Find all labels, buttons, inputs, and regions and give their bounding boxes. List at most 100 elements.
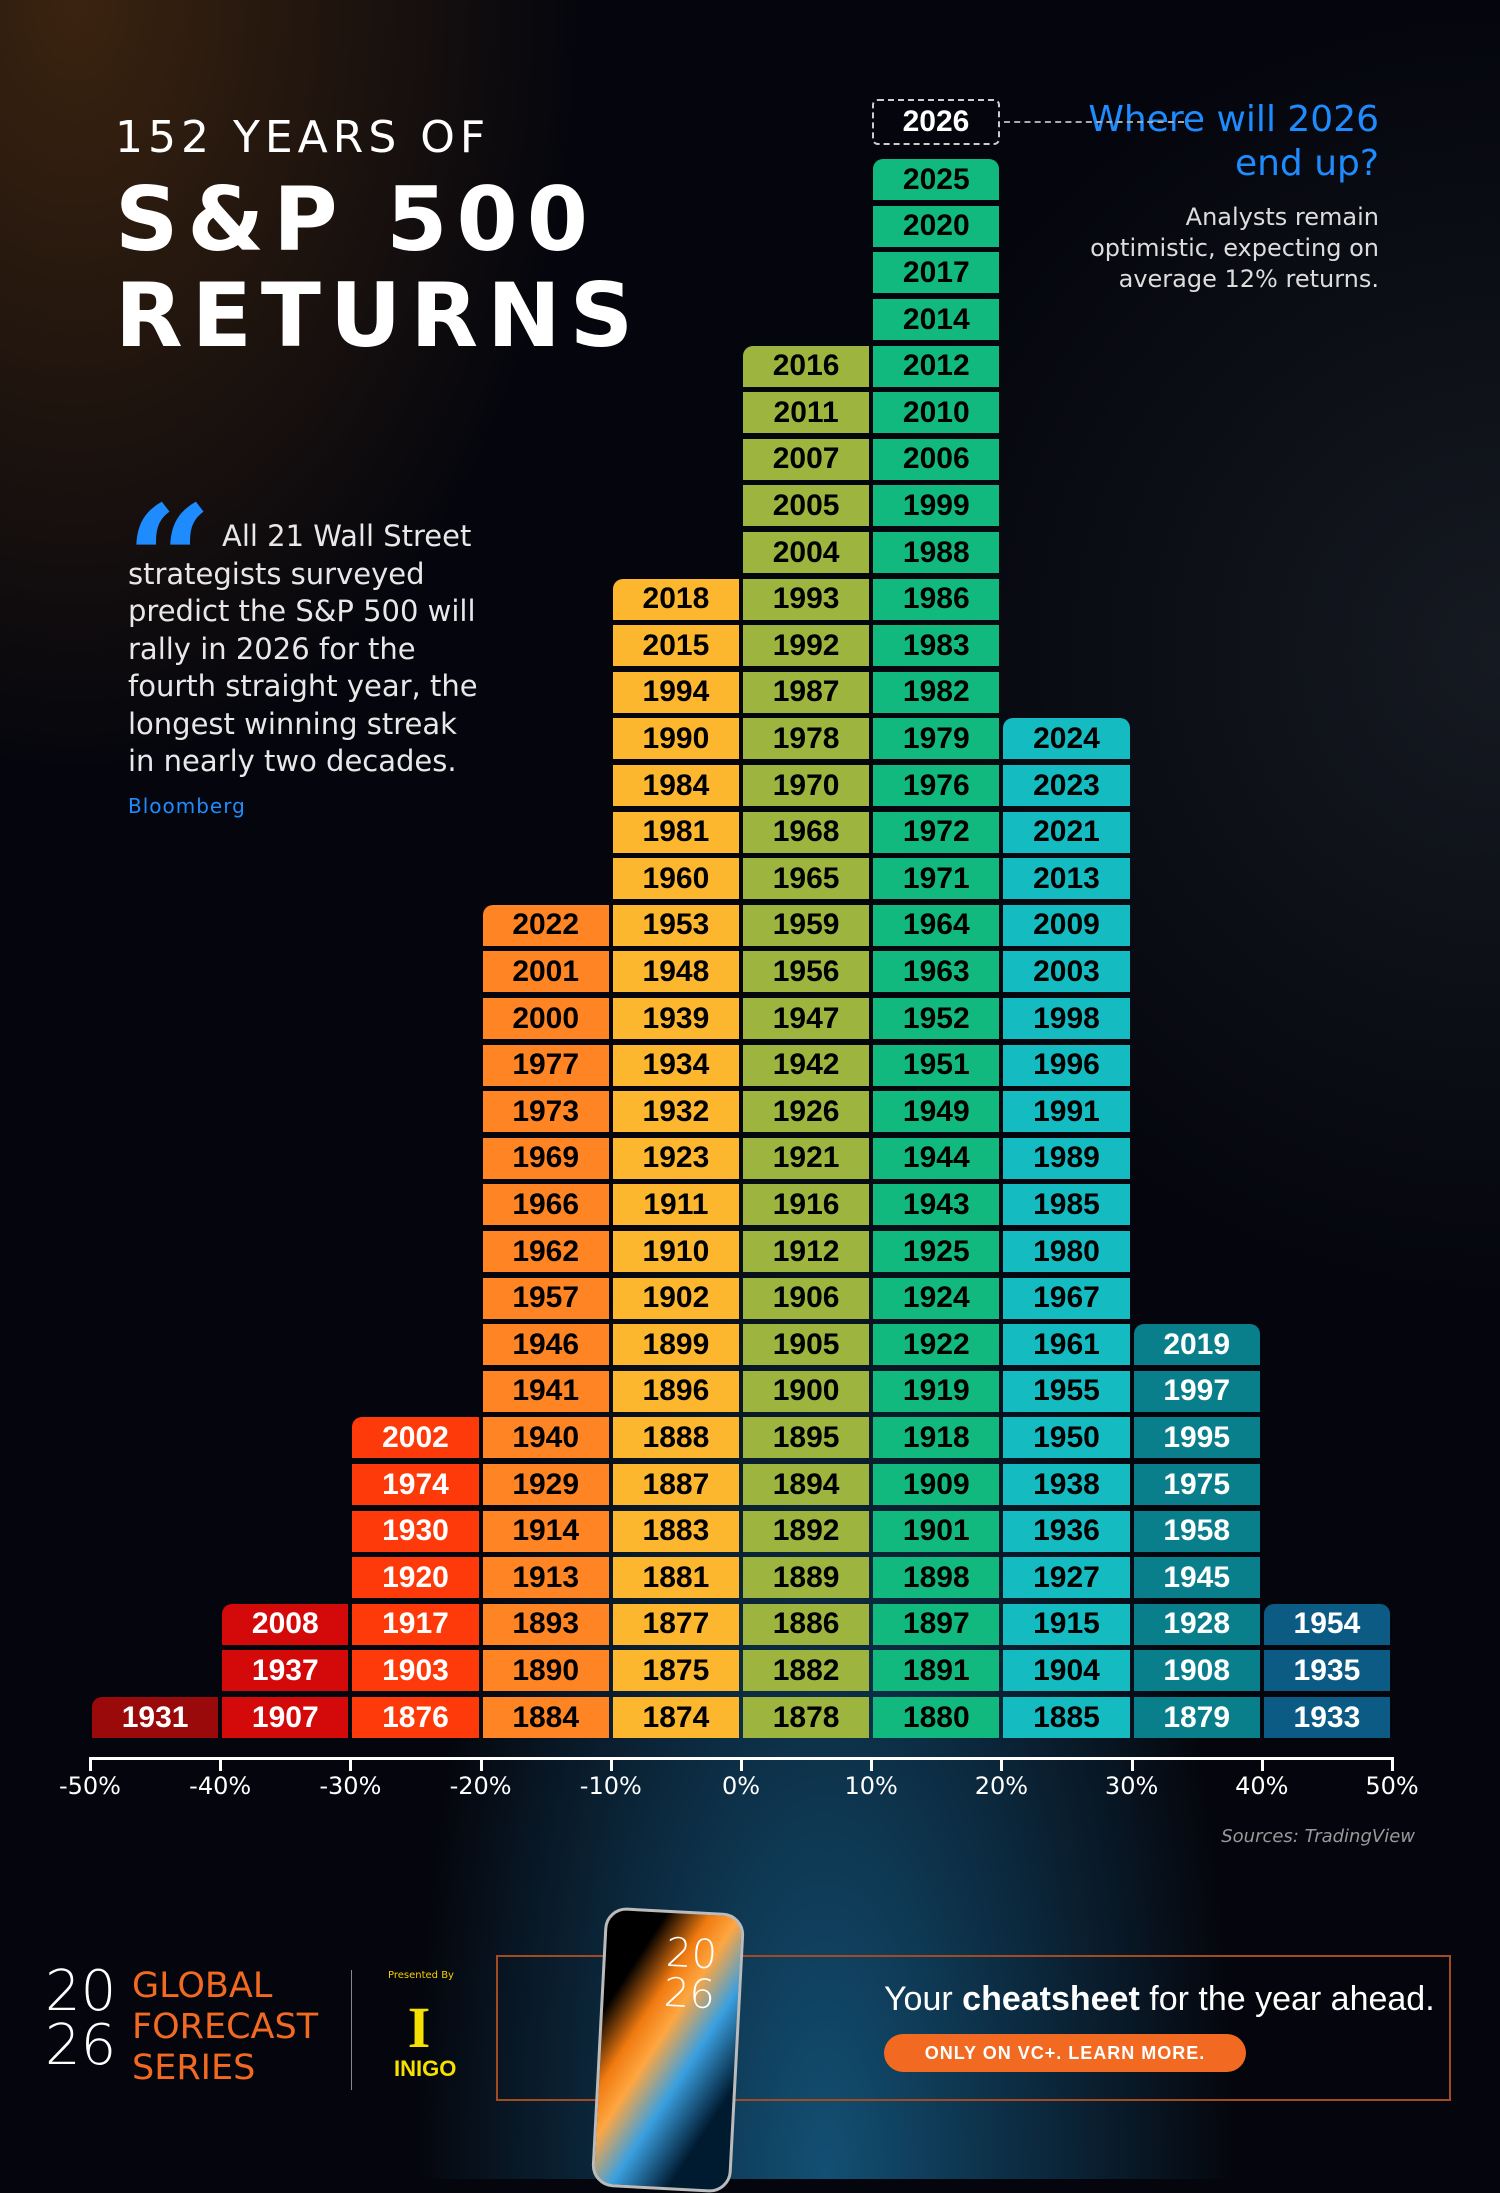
year-cell: 1948	[612, 951, 739, 993]
year-cell: 2011	[743, 392, 870, 434]
year-cell: 1874	[612, 1697, 739, 1738]
year-cell: 1911	[612, 1184, 739, 1226]
year-cell: 1984	[612, 765, 739, 806]
year-cell: 1897	[873, 1603, 1000, 1645]
year-cell: 1973	[482, 1091, 609, 1133]
year-cell: 1914	[482, 1510, 609, 1552]
sponsor-mark: I	[407, 1995, 431, 2060]
year-cell: 1936	[1003, 1510, 1130, 1552]
year-cell: 1903	[352, 1650, 479, 1692]
year-cell: 1970	[743, 765, 870, 806]
year-cell: 1939	[612, 998, 739, 1039]
series-line: GLOBAL	[132, 1966, 273, 2006]
year-cell: 1927	[1003, 1557, 1130, 1599]
divider	[351, 1970, 352, 2090]
x-tick	[609, 1757, 613, 1771]
phone-year: 20 26	[662, 1929, 719, 2019]
x-tick	[740, 1757, 743, 1771]
year-cell: 1975	[1133, 1464, 1260, 1505]
x-tick	[219, 1757, 223, 1771]
year-cell: 1980	[1003, 1231, 1130, 1272]
year-cell: 1963	[873, 951, 1000, 993]
year-cell: 2013	[1003, 858, 1130, 900]
year-cell: 1956	[743, 951, 870, 993]
year-cell: 1926	[743, 1091, 870, 1133]
year-cell: 2012	[873, 345, 1000, 387]
year-cell: 1875	[612, 1650, 739, 1692]
year-cell: 1881	[612, 1557, 739, 1599]
x-tick-label: -50%	[58, 1772, 121, 1800]
year-cell: 1997	[1133, 1370, 1260, 1412]
logo-year-bottom: 26	[45, 2013, 117, 2078]
x-tick-label: 30%	[1104, 1772, 1159, 1800]
year-cell: 1941	[482, 1370, 609, 1412]
year-cell: 1996	[1003, 1044, 1130, 1086]
year-cell: 2021	[1003, 811, 1130, 853]
year-cell: 2003	[1003, 951, 1130, 993]
year-cell: 1954	[1263, 1603, 1390, 1645]
callout-question: Where will 2026 end up?	[1088, 99, 1379, 184]
year-cell: 2000	[482, 998, 609, 1039]
year-cell: 1944	[873, 1137, 1000, 1179]
year-cell: 1949	[873, 1091, 1000, 1133]
x-tick	[349, 1757, 353, 1771]
year-cell: 1925	[873, 1231, 1000, 1272]
year-cell: 1943	[873, 1184, 1000, 1226]
year-cell: 1919	[873, 1370, 1000, 1412]
year-cell: 1968	[743, 811, 870, 853]
promo-tagline: Your cheatsheet for the year ahead.	[884, 1980, 1435, 2019]
year-cell: 2019	[1133, 1324, 1260, 1366]
sponsor-logo: I INIGO	[394, 1995, 456, 2082]
year-cell: 1967	[1003, 1277, 1130, 1319]
year-cell: 1957	[482, 1277, 609, 1319]
year-cell: 2005	[743, 485, 870, 527]
year-cell: 1900	[743, 1370, 870, 1412]
year-cell: 1884	[482, 1697, 609, 1738]
year-cell: 1932	[612, 1091, 739, 1133]
year-cell: 1951	[873, 1044, 1000, 1086]
year-cell: 2025	[873, 159, 1000, 201]
x-tick	[1130, 1757, 1134, 1771]
year-cell: 1991	[1003, 1091, 1130, 1133]
year-cell: 1989	[1003, 1137, 1130, 1179]
year-cell: 1993	[743, 578, 870, 620]
report-phone-image: 20 26	[590, 1906, 746, 2193]
year-cell: 1923	[612, 1137, 739, 1179]
x-tick	[1391, 1757, 1394, 1771]
year-cell: 2004	[743, 532, 870, 573]
year-cell: 1983	[873, 625, 1000, 667]
year-cell: 1959	[743, 904, 870, 946]
year-cell: 1964	[873, 904, 1000, 946]
year-cell: 1891	[873, 1650, 1000, 1692]
year-cell: 2010	[873, 392, 1000, 434]
year-cell: 1972	[873, 811, 1000, 853]
year-cell: 1955	[1003, 1370, 1130, 1412]
x-tick-label: 0%	[721, 1772, 761, 1800]
series-line: FORECAST	[132, 2007, 319, 2047]
year-cell: 1889	[743, 1557, 870, 1599]
year-cell: 1940	[482, 1417, 609, 1459]
year-cell: 1885	[1003, 1697, 1130, 1738]
year-cell: 1998	[1003, 998, 1130, 1039]
year-cell: 2008	[222, 1603, 349, 1645]
year-cell: 1988	[873, 532, 1000, 573]
year-cell: 1952	[873, 998, 1000, 1039]
callout-body: Analysts remain optimistic, expecting on…	[1090, 203, 1379, 293]
year-cell: 1908	[1133, 1650, 1260, 1692]
year-cell: 1928	[1133, 1603, 1260, 1645]
x-tick-label: -40%	[189, 1772, 252, 1800]
promo-banner[interactable]	[496, 1955, 1451, 2101]
year-cell: 1981	[612, 811, 739, 853]
year-cell: 1931	[92, 1697, 219, 1738]
year-cell: 2017	[873, 252, 1000, 294]
x-tick-label: 40%	[1235, 1772, 1289, 1800]
x-tick	[479, 1757, 483, 1771]
series-logo: 20 26	[45, 1964, 125, 2078]
year-cell: 1938	[1003, 1464, 1130, 1505]
year-cell: 1986	[873, 578, 1000, 620]
year-cell: 1976	[873, 765, 1000, 806]
title-line-3: RETURNS	[115, 264, 643, 367]
tagline-pre: Your	[884, 1980, 963, 2018]
learn-more-button[interactable]: ONLY ON VC+. LEARN MORE.	[884, 2034, 1246, 2072]
quote-source: Bloomberg	[128, 794, 246, 818]
